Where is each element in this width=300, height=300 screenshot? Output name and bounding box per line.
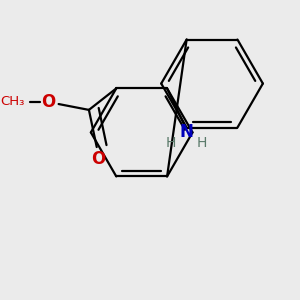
- Text: O: O: [92, 150, 106, 168]
- Text: H: H: [166, 136, 176, 150]
- Text: CH₃: CH₃: [1, 94, 25, 108]
- Text: O: O: [41, 93, 55, 111]
- Text: N: N: [180, 123, 194, 141]
- Text: H: H: [197, 136, 208, 150]
